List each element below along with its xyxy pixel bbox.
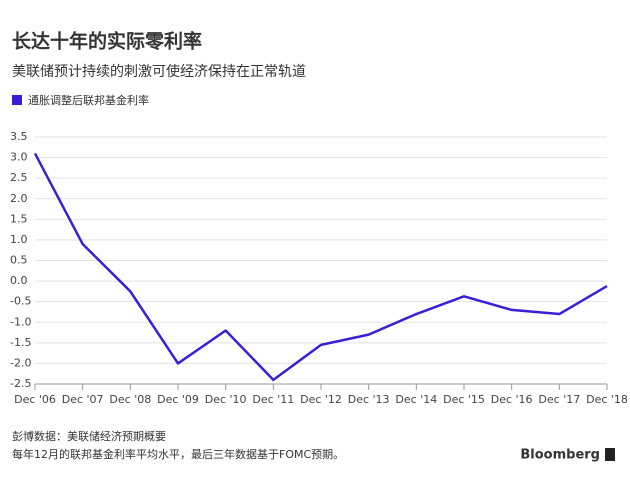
x-tick-label: Dec '09 (157, 393, 199, 406)
y-tick-label: 0.0 (10, 274, 28, 287)
data-line (33, 152, 608, 382)
y-tick-label: 2.0 (10, 192, 28, 205)
note: 每年12月的联邦基金利率平均水平，最后三年数据基于FOMC预期。 (12, 447, 344, 461)
x-tick-label: Dec '12 (300, 393, 342, 406)
x-tick-label: Dec '08 (109, 393, 151, 406)
legend-swatch (12, 95, 22, 105)
x-tick-label: Dec '06 (14, 393, 56, 406)
x-tick-label: Dec '07 (62, 393, 104, 406)
source: 彭博数据：美联储经济预期概要 (12, 429, 166, 443)
x-tick-label: Dec '13 (348, 393, 390, 406)
x-tick-label: Dec '18 (586, 393, 628, 406)
x-tick-label: Dec '11 (252, 393, 294, 406)
x-tick-label: Dec '10 (205, 393, 247, 406)
y-tick-label: -2.0 (10, 356, 31, 369)
y-tick-label: 3.0 (10, 151, 28, 164)
x-tick-label: Dec '14 (395, 393, 437, 406)
y-tick-label: 0.5 (10, 254, 28, 267)
brand-icon (605, 448, 615, 461)
x-tick-label: Dec '16 (491, 393, 533, 406)
y-tick-label: 3.5 (10, 130, 28, 143)
brand: Bloomberg (520, 448, 600, 463)
legend-label: 通胀调整后联邦基金利率 (28, 93, 149, 107)
x-tick-label: Dec '15 (443, 393, 485, 406)
y-tick-label: -1.0 (10, 315, 31, 328)
y-tick-label: -1.5 (10, 336, 31, 349)
chart-title: 长达十年的实际零利率 (12, 30, 202, 53)
y-tick-label: -2.5 (10, 377, 31, 390)
y-tick-label: 1.5 (10, 212, 28, 225)
y-tick-label: 1.0 (10, 233, 28, 246)
y-tick-label: 2.5 (10, 171, 28, 184)
x-tick-label: Dec '17 (538, 393, 580, 406)
y-tick-label: -0.5 (10, 295, 31, 308)
chart-subtitle: 美联储预计持续的刺激可使经济保持在正常轨道 (12, 63, 306, 80)
